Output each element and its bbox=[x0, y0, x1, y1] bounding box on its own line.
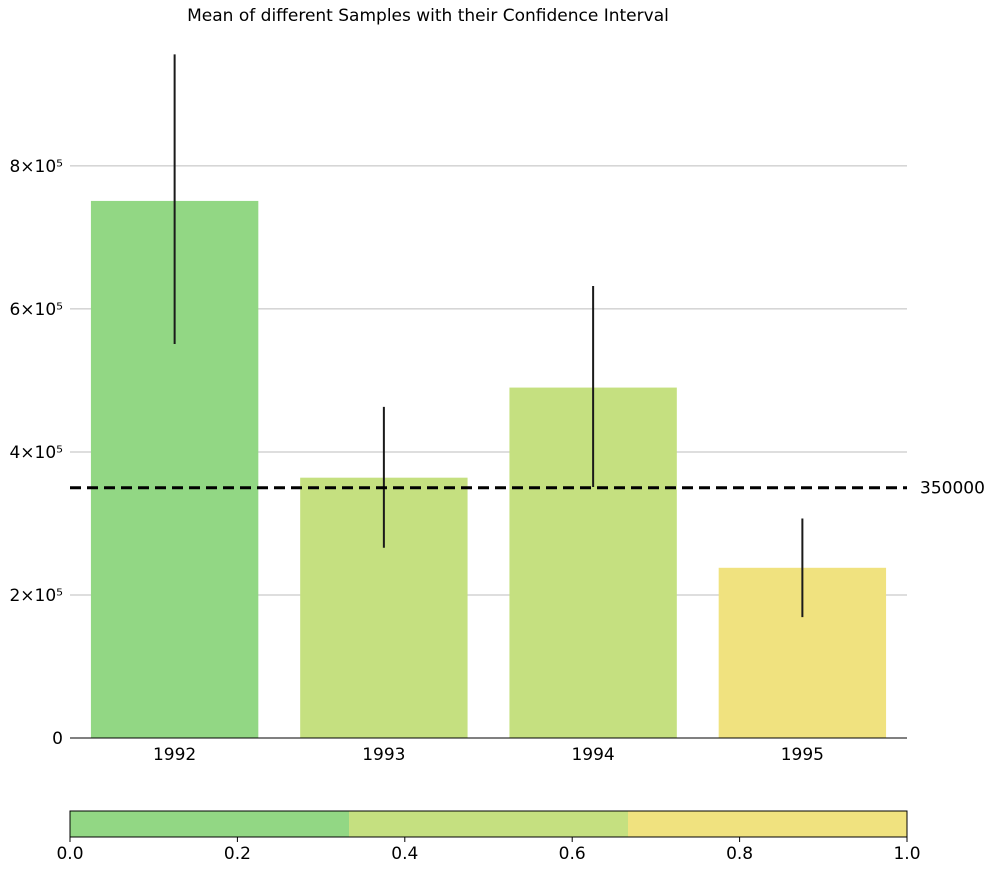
colorbar-segment bbox=[70, 811, 350, 837]
colorbar-tick-label: 0.2 bbox=[224, 844, 251, 864]
colorbar-tick-label: 0.6 bbox=[559, 844, 586, 864]
y-tick-label: 0 bbox=[52, 729, 63, 749]
colorbar-segment bbox=[628, 811, 908, 837]
colorbar-tick-label: 0.0 bbox=[56, 844, 83, 864]
reference-line-label: 350000 bbox=[920, 479, 985, 499]
x-tick-label: 1995 bbox=[781, 745, 824, 765]
colorbar-tick-label: 0.8 bbox=[726, 844, 753, 864]
axes: 0 2×10⁵ 4×10⁵ 6×10⁵ 8×10⁵ 1992 1993 1994 1995 bbox=[9, 157, 907, 765]
reference-line-group: 350000 bbox=[70, 479, 985, 499]
y-tick-label: 2×10⁵ bbox=[9, 586, 63, 606]
colorbar: 0.0 0.2 0.4 0.6 0.8 1.0 bbox=[56, 810, 921, 864]
colorbar-segment bbox=[349, 811, 629, 837]
y-tick-label: 6×10⁵ bbox=[9, 300, 63, 320]
colorbar-tick-label: 1.0 bbox=[893, 844, 920, 864]
bars bbox=[90, 200, 887, 739]
x-tick-label: 1993 bbox=[362, 745, 405, 765]
y-tick-label: 4×10⁵ bbox=[9, 443, 63, 463]
y-tick-label: 8×10⁵ bbox=[9, 157, 63, 177]
x-tick-label: 1992 bbox=[153, 745, 196, 765]
error-bars bbox=[173, 54, 804, 618]
x-tick-label: 1994 bbox=[571, 745, 614, 765]
chart-title: Mean of different Samples with their Con… bbox=[187, 6, 669, 26]
colorbar-frame bbox=[69, 810, 908, 838]
colorbar-tick-label: 0.4 bbox=[391, 844, 418, 864]
